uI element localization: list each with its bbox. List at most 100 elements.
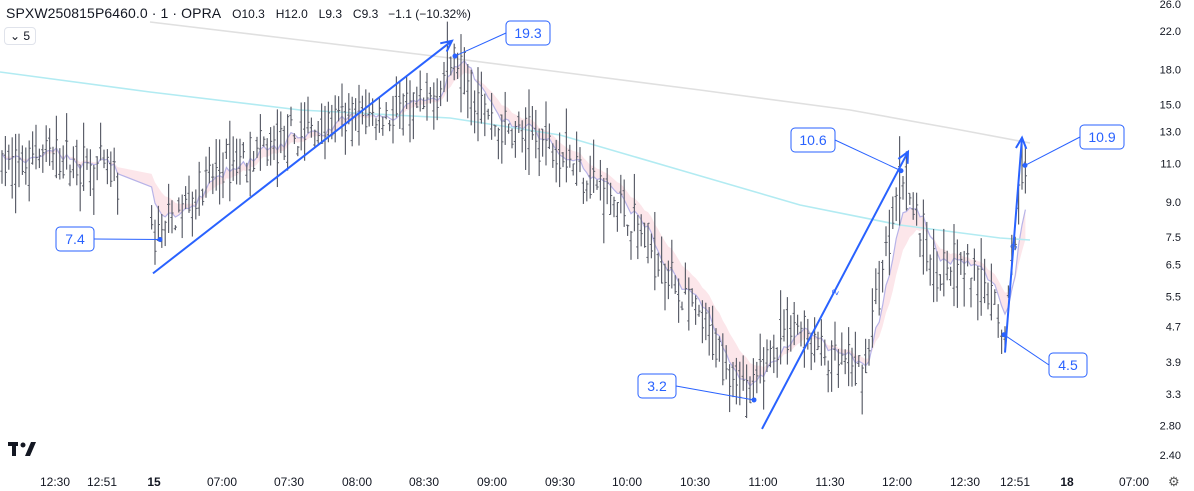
indicator-toggle-button[interactable]: ⌄ 5 <box>4 27 37 45</box>
y-tick-label: 9.0 <box>1166 197 1181 209</box>
ohlc-bar <box>904 151 908 211</box>
ohlc-bar <box>568 144 572 168</box>
ohlc-bar <box>918 232 922 258</box>
high-label: H <box>275 7 285 21</box>
ohlc-bar <box>476 67 480 142</box>
annotations: 2 3 7.4 19.3 3.2 10.6 4.5 10.9 <box>55 20 1125 430</box>
ohlc-bar <box>592 139 596 193</box>
ohlc-bar <box>942 228 946 297</box>
ohlc-bar <box>411 92 415 140</box>
ohlc-bar <box>724 345 728 380</box>
ohlc-bar <box>241 142 245 159</box>
ohlc-bar <box>605 167 609 205</box>
ohlc-bar <box>898 136 902 226</box>
ohlc-bar <box>432 82 436 130</box>
ohlc-bar <box>48 128 52 166</box>
change-value: −1.1 (−10.32%) <box>388 7 471 21</box>
ohlc-bar <box>554 139 558 183</box>
ohlc-bar <box>819 319 823 366</box>
ohlc-bar <box>282 125 286 161</box>
ohlc-bar <box>323 105 327 160</box>
x-tick-label: 18 <box>1060 475 1074 489</box>
ohlc-bar <box>775 347 779 378</box>
time-axis[interactable]: 12:30 12:51 15 07:00 07:30 08:00 08:30 09:00 09:… <box>40 475 1149 489</box>
ohlc-bar <box>10 137 14 199</box>
ohlc-bar <box>466 64 470 119</box>
ohlc-bar <box>959 251 963 275</box>
ohlc-bar <box>381 116 385 136</box>
ohlc-bar <box>731 361 735 398</box>
ohlc-bar <box>996 304 1000 338</box>
ohlc-bar <box>71 146 75 179</box>
trend-arrow[interactable]: 2 <box>761 149 910 430</box>
symbol-header[interactable]: SPXW250815P6460.0 · 1 · OPRA O10.3 H12.0… <box>6 5 471 21</box>
tradingview-logo-icon[interactable] <box>8 440 38 463</box>
ohlc-bar <box>629 231 633 260</box>
ohlc-bar <box>877 260 881 316</box>
price-callout[interactable]: 19.3 <box>452 20 551 59</box>
ohlc-bar <box>547 123 551 150</box>
price-callout[interactable]: 10.9 <box>1022 124 1125 168</box>
ohlc-bar <box>986 282 990 310</box>
ohlc-bar <box>636 214 640 260</box>
price-callout[interactable]: 3.2 <box>637 373 757 403</box>
ohlc-bar <box>204 156 208 198</box>
price-axis[interactable]: 26.0 22.0 18.0 15.0 13.0 11.0 9.0 7.5 6.5 5.5 4.7 3… <box>1160 0 1181 462</box>
y-tick-label: 3.9 <box>1166 357 1181 369</box>
ohlc-bar <box>544 101 548 166</box>
ohlc-bar <box>751 358 755 401</box>
ohlc-bar <box>887 209 891 276</box>
ohlc-bar <box>258 114 262 171</box>
ohlc-bar <box>677 278 681 323</box>
ohlc-bar <box>459 34 463 113</box>
ohlc-bar <box>507 123 511 134</box>
x-tick-label: 12:30 <box>950 475 980 489</box>
ohlc-bar <box>969 277 973 308</box>
ohlc-bar <box>214 139 218 191</box>
ohlc-bar <box>860 364 864 415</box>
trend-arrow[interactable]: 3 <box>1004 135 1028 353</box>
ohlc-bar <box>170 200 174 234</box>
ohlc-bar <box>513 121 517 158</box>
ohlc-bar <box>717 336 721 362</box>
ohlc-bar <box>435 78 439 121</box>
trend-arrow[interactable] <box>152 39 454 275</box>
x-tick-label: 12:30 <box>40 475 70 489</box>
x-tick-label: 09:00 <box>477 475 507 489</box>
ohlc-bar <box>813 317 817 363</box>
ohlc-bar <box>741 355 745 391</box>
symbol-title[interactable]: SPXW250815P6460.0 · 1 · OPRA <box>6 5 222 21</box>
price-callout[interactable]: 4.5 <box>1001 332 1088 378</box>
ohlc-bar <box>326 101 330 143</box>
ohlc-bar <box>609 182 613 216</box>
ohlc-bar <box>44 125 48 163</box>
y-tick-label: 15.0 <box>1160 99 1181 111</box>
ohlc-bar <box>911 192 915 220</box>
ohlc-bar <box>809 332 813 371</box>
ohlc-bar <box>65 113 69 170</box>
ohlc-bar <box>762 347 766 410</box>
price-callout[interactable]: 7.4 <box>55 226 163 252</box>
x-tick-label: 12:00 <box>882 475 912 489</box>
ohlc-bar <box>187 175 191 213</box>
ohlc-bar <box>398 80 402 129</box>
ohlc-bar <box>510 128 514 149</box>
ema-band <box>2 60 1026 386</box>
ohlc-bar <box>469 69 473 126</box>
ohlc-bar <box>218 139 222 205</box>
ohlc-bar <box>612 196 616 218</box>
gear-icon[interactable]: ⚙ <box>1168 474 1180 489</box>
ohlc-bar <box>789 315 793 352</box>
ohlc-bar <box>343 102 347 155</box>
ohlc-bar <box>3 135 7 187</box>
ohlc-bar <box>41 144 45 173</box>
ohlc-bar <box>687 277 691 331</box>
ohlc-bar <box>799 321 803 347</box>
y-tick-label: 4.7 <box>1166 321 1181 333</box>
ohlc-bar <box>54 115 58 179</box>
ohlc-bar <box>694 295 698 325</box>
price-bars <box>0 21 1027 419</box>
price-callout[interactable]: 10.6 <box>790 127 904 174</box>
ohlc-bar <box>711 305 715 360</box>
